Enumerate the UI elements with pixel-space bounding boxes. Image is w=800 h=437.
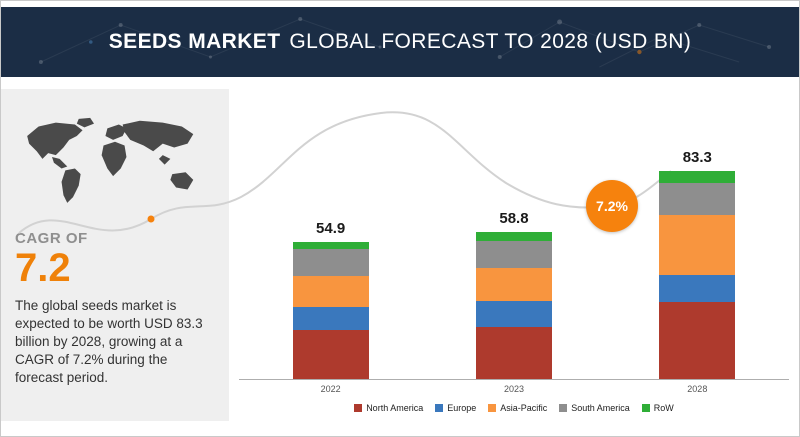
- legend-swatch: [435, 404, 444, 412]
- bar-segment-row: [659, 170, 736, 184]
- cagr-label: CAGR OF: [15, 230, 88, 247]
- legend-item: Europe: [435, 403, 476, 413]
- bar-segment-europe: [659, 275, 736, 302]
- bar-segment-north-america: [475, 326, 552, 379]
- bar-segment-south-america: [659, 183, 736, 216]
- x-axis-label: 2022: [320, 384, 341, 394]
- legend-swatch: [354, 404, 363, 412]
- bar-total-label: 58.8: [499, 210, 529, 227]
- legend-item: North America: [354, 403, 423, 413]
- bar-segment-south-america: [292, 249, 369, 276]
- chart-legend: North America Europe Asia-Pacific South Ame…: [239, 403, 789, 413]
- legend-label: South America: [571, 403, 630, 413]
- bar-segment-europe: [475, 301, 552, 327]
- x-axis-label: 2028: [687, 384, 708, 394]
- legend-item: RoW: [641, 403, 674, 413]
- chart-area: 54.9 58.8 83.3 2022 2023 2028 North America E…: [239, 91, 789, 413]
- bars-row: 54.9 58.8 83.3: [239, 91, 789, 380]
- bar-segment-north-america: [659, 301, 736, 379]
- bar-segment-north-america: [292, 330, 369, 379]
- bar-segment-row: [475, 232, 552, 241]
- bar-segment-asia-pacific: [659, 215, 736, 276]
- title-forecast-text: GLOBAL FORECAST TO 2028 (USD BN): [289, 30, 692, 53]
- bar-column: 54.9: [291, 220, 371, 379]
- cagr-badge-text: 7.2%: [596, 198, 628, 214]
- market-description: The global seeds market is expected to b…: [15, 298, 203, 386]
- network-decoration-icon: [38, 17, 772, 68]
- world-map-icon: [27, 117, 194, 203]
- bar-column: 58.8: [474, 210, 554, 379]
- legend-label: North America: [366, 403, 424, 413]
- bar-column: 83.3: [657, 149, 737, 379]
- legend-item: South America: [559, 403, 630, 413]
- bar-total-label: 83.3: [682, 148, 712, 166]
- page-title: SEEDS MARKET GLOBAL FORECAST TO 2028 (US…: [109, 30, 691, 54]
- cagr-badge: 7.2%: [586, 180, 638, 232]
- legend-label: Asia-Pacific: [500, 403, 548, 413]
- legend-swatch: [559, 404, 568, 412]
- title-market-name: SEEDS MARKET: [108, 30, 281, 53]
- header-banner: SEEDS MARKET GLOBAL FORECAST TO 2028 (US…: [1, 7, 799, 77]
- bar-stack: [292, 241, 369, 379]
- legend-item: Asia-Pacific: [488, 403, 547, 413]
- bar-total-label: 54.9: [316, 219, 346, 237]
- bar-segment-asia-pacific: [475, 268, 552, 301]
- x-axis-labels: 2022 2023 2028: [239, 384, 789, 394]
- cagr-value: 7.2: [15, 246, 71, 290]
- legend-label: Europe: [447, 403, 477, 413]
- x-axis-label: 2023: [503, 384, 524, 394]
- bar-segment-south-america: [475, 240, 552, 268]
- bar-stack: [659, 170, 736, 379]
- legend-label: RoW: [653, 403, 674, 413]
- bar-segment-asia-pacific: [292, 275, 369, 307]
- bar-segment-europe: [292, 306, 369, 331]
- sidebar: CAGR OF 7.2 The global seeds market is e…: [1, 89, 229, 421]
- legend-swatch: [488, 404, 497, 412]
- bar-stack: [475, 232, 552, 379]
- legend-swatch: [641, 404, 650, 412]
- bar-segment-row: [292, 241, 369, 250]
